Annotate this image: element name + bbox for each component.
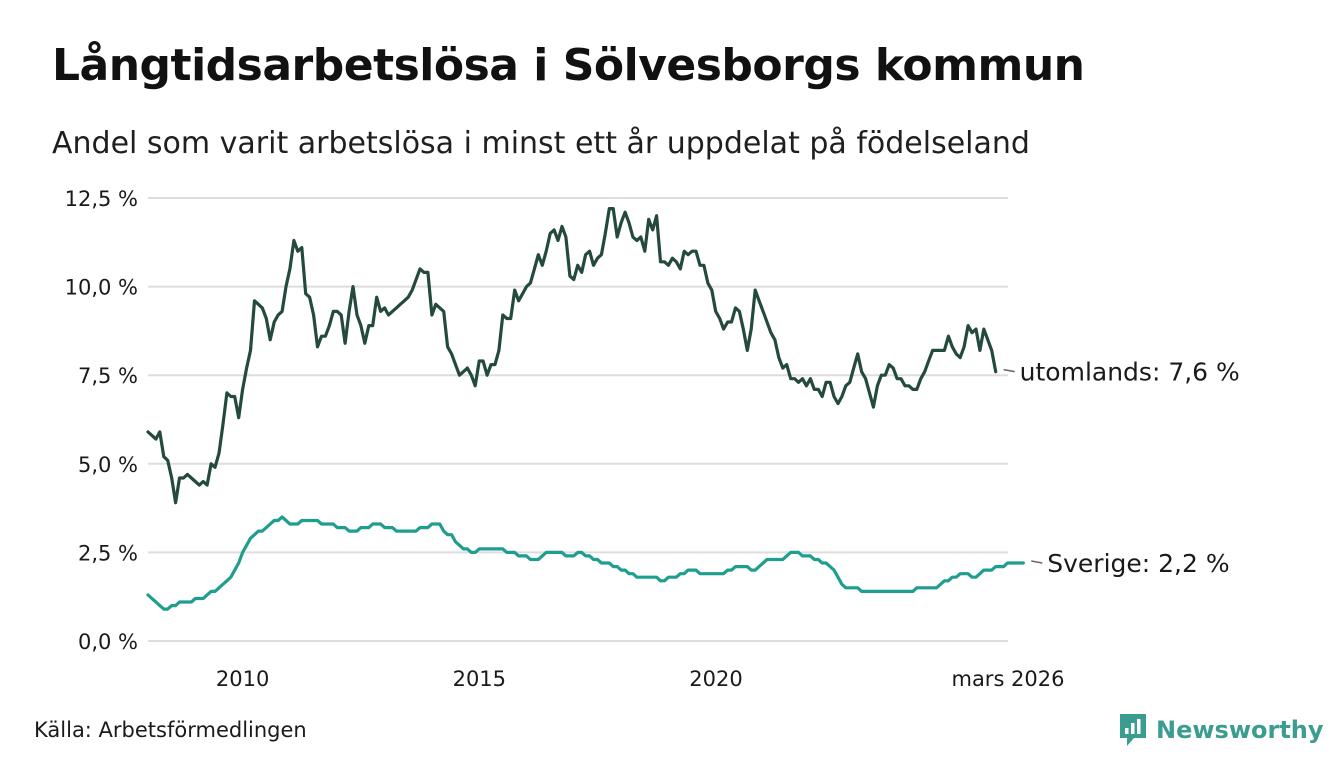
- newsworthy-logo-icon: [1120, 714, 1146, 746]
- y-tick-label: 5,0 %: [78, 453, 138, 477]
- page-subtitle: Andel som varit arbetslösa i minst ett å…: [52, 126, 1030, 161]
- x-tick-label: 2020: [689, 667, 742, 691]
- y-tick-label: 2,5 %: [78, 541, 138, 565]
- x-tick-label: mars 2026: [951, 667, 1064, 691]
- x-tick-label: 2010: [216, 667, 269, 691]
- y-axis: 0,0 % 2,5 % 5,0 % 7,5 % 10,0 % 12,5 %: [65, 187, 138, 654]
- series-group: [146, 207, 1025, 611]
- x-tick-label: 2015: [453, 667, 506, 691]
- end-label-utomlands: utomlands: 7,6 %: [1020, 358, 1240, 387]
- series-line-utomlands: [146, 207, 998, 505]
- source-note: Källa: Arbetsförmedlingen: [34, 718, 307, 742]
- end-labels: utomlands: 7,6 % Sverige: 2,2 %: [1003, 358, 1240, 578]
- page-title: Långtidsarbetslösa i Sölvesborgs kommun: [52, 40, 1085, 91]
- end-label-leader: [1003, 368, 1015, 373]
- end-label-sverige: Sverige: 2,2 %: [1047, 549, 1229, 578]
- y-tick-label: 10,0 %: [65, 276, 138, 300]
- series-line-sverige: [146, 515, 1025, 611]
- y-tick-label: 12,5 %: [65, 187, 138, 211]
- y-tick-label: 7,5 %: [78, 364, 138, 388]
- x-axis: 2010 2015 2020 mars 2026: [216, 667, 1065, 691]
- y-tick-label: 0,0 %: [78, 630, 138, 654]
- brand-name: Newsworthy: [1156, 716, 1324, 744]
- brand-logo: Newsworthy: [1118, 712, 1324, 748]
- end-label-leader: [1031, 560, 1043, 564]
